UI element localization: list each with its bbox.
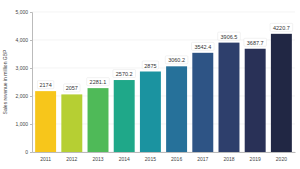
x-tick-label: 2016: [171, 156, 182, 162]
bar: [245, 49, 266, 152]
data-label: 4220.7: [273, 25, 290, 31]
data-label-box: [87, 78, 110, 86]
y-tick-mark: [30, 124, 32, 125]
data-label: 3542.4: [194, 44, 211, 50]
data-label-box: [270, 23, 293, 31]
x-tick-label: 2020: [276, 156, 287, 162]
x-tick: 2017: [197, 152, 208, 162]
y-tick-label: 0: [25, 149, 28, 155]
y-tick-mark: [30, 12, 32, 13]
y-tick-label: 5,000: [15, 9, 28, 15]
y-tick-label: 4,000: [15, 37, 28, 43]
x-tick: 2016: [171, 152, 182, 162]
y-tick: 4,000: [15, 37, 32, 43]
bar: [61, 94, 82, 152]
plot: 01,0002,0003,0004,0005,00020112012201320…: [15, 9, 295, 161]
y-tick-label: 3,000: [15, 65, 28, 71]
data-label: 3060.2: [168, 57, 185, 63]
x-tick-label: 2014: [119, 156, 130, 162]
y-tick: 0: [25, 149, 32, 155]
y-tick-mark: [30, 40, 32, 41]
data-label-box: [165, 56, 188, 64]
x-tick-label: 2012: [66, 156, 77, 162]
bar: [271, 34, 292, 152]
x-tick-label: 2013: [92, 156, 103, 162]
bar: [88, 88, 109, 152]
data-label-box: [37, 81, 53, 89]
y-tick-mark: [30, 152, 32, 153]
y-tick-mark: [30, 96, 32, 97]
data-label-box: [142, 61, 158, 69]
x-tick-label: 2019: [250, 156, 261, 162]
x-tick: 2020: [276, 152, 287, 162]
bar: [35, 91, 56, 152]
bar: [114, 80, 135, 152]
x-tick-label: 2015: [145, 156, 156, 162]
y-tick: 2,000: [15, 93, 32, 99]
data-label: 2281.1: [90, 79, 107, 85]
data-label: 2570.2: [116, 71, 133, 77]
x-axis: 2011 2012 2013 2014 2015 2016 2017 2018 2019 2020: [33, 152, 296, 162]
x-tick-label: 2018: [223, 156, 234, 162]
y-tick: 5,000: [15, 9, 32, 15]
bar: [192, 53, 213, 152]
y-tick-mark: [30, 68, 32, 69]
x-tick: 2012: [66, 152, 77, 162]
x-tick: 2018: [223, 152, 234, 162]
y-tick-label: 1,000: [15, 121, 28, 127]
bar: [166, 66, 187, 152]
y-axis-title: Sales revenue in million GBP: [2, 49, 8, 114]
data-label: 2875: [144, 63, 156, 69]
chart: 01,0002,0003,0004,0005,00020112012201320…: [0, 0, 300, 169]
data-label: 3687.7: [247, 40, 264, 46]
data-label-box: [191, 42, 214, 50]
x-tick: 2014: [119, 152, 130, 162]
x-tick: 2015: [145, 152, 156, 162]
x-tick-label: 2017: [197, 156, 208, 162]
x-tick: 2013: [92, 152, 103, 162]
x-axis-line: [33, 152, 296, 153]
y-axis: 0 1,000 2,000 3,000 4,000 5,000: [15, 9, 32, 155]
data-label-box: [113, 70, 136, 78]
grid: [32, 12, 295, 152]
y-tick-label: 2,000: [15, 93, 28, 99]
grid-line: [32, 12, 295, 13]
bar: [140, 72, 161, 153]
data-label: 2174: [39, 82, 51, 88]
x-tick: 2011: [40, 152, 51, 162]
y-tick: 3,000: [15, 65, 32, 71]
data-label: 3906.5: [221, 34, 238, 40]
y-axis-line: [30, 13, 33, 153]
bar: [219, 43, 240, 152]
x-tick: 2019: [250, 152, 261, 162]
y-tick: 1,000: [15, 121, 32, 127]
data-label-box: [218, 32, 241, 40]
data-label-box: [244, 38, 267, 46]
data-label: 2057: [66, 85, 78, 91]
data-label-box: [64, 84, 80, 92]
data-labels: 2174 2057 2281.1 2570.2 2875 3060.2 3542.4 3906…: [37, 23, 292, 92]
bars: [35, 34, 292, 152]
x-tick-label: 2011: [40, 156, 51, 162]
